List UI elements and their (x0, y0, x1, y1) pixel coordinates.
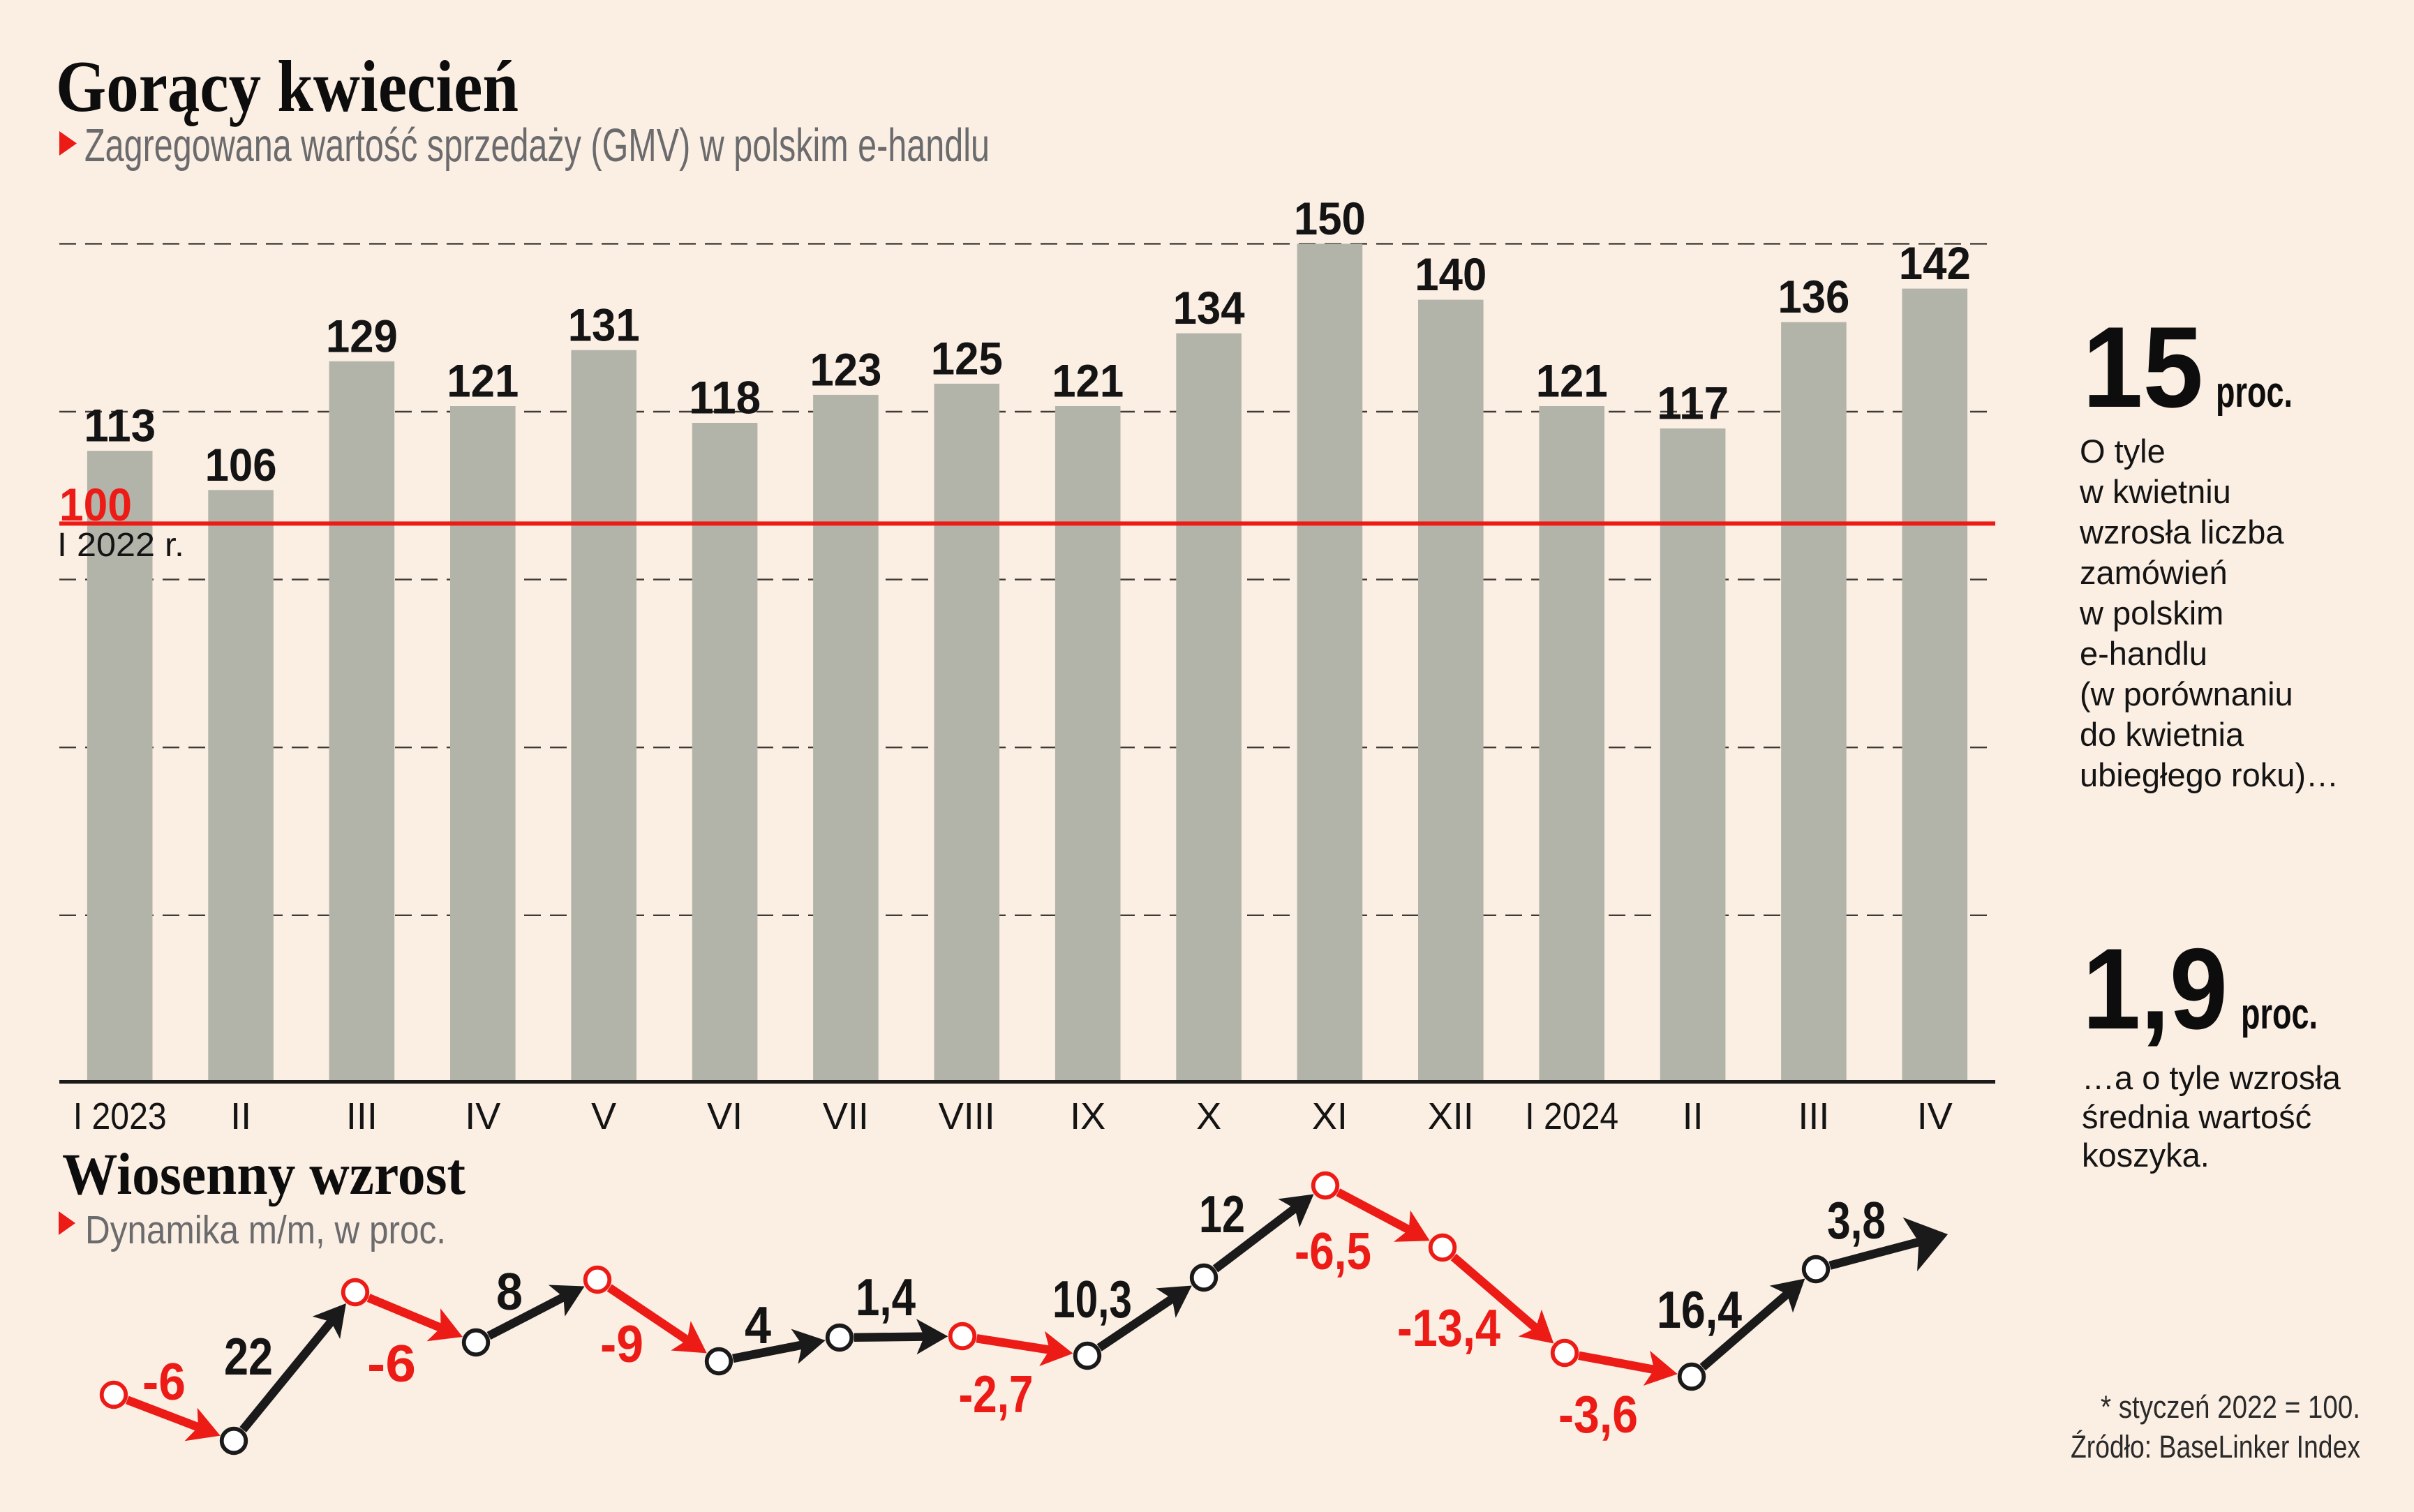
svg-text:Wiosenny wzrost: Wiosenny wzrost (62, 1142, 465, 1207)
svg-text:…a o tyle wzrosła: …a o tyle wzrosła (2082, 1059, 2341, 1096)
svg-text:142: 142 (1899, 237, 1971, 289)
svg-text:3,8: 3,8 (1827, 1191, 1886, 1250)
svg-text:136: 136 (1778, 271, 1849, 322)
svg-text:koszyka.: koszyka. (2082, 1137, 2210, 1174)
svg-text:12: 12 (1199, 1185, 1245, 1243)
svg-text:e-handlu: e-handlu (2080, 635, 2207, 672)
svg-text:X: X (1196, 1095, 1221, 1137)
svg-text:113: 113 (84, 400, 156, 451)
svg-text:100: 100 (59, 479, 132, 530)
svg-text:ubiegłego roku)…: ubiegłego roku)… (2080, 756, 2339, 793)
svg-text:121: 121 (1536, 355, 1608, 407)
svg-text:22: 22 (224, 1327, 273, 1386)
svg-text:I 2022 r.: I 2022 r. (57, 527, 184, 564)
svg-text:średnia wartość: średnia wartość (2082, 1098, 2311, 1135)
svg-text:118: 118 (689, 372, 761, 424)
svg-text:VIII: VIII (939, 1095, 995, 1137)
svg-text:125: 125 (931, 332, 1003, 384)
svg-text:do kwietnia: do kwietnia (2080, 716, 2244, 753)
svg-text:-3,6: -3,6 (1558, 1385, 1638, 1444)
svg-text:117: 117 (1657, 377, 1729, 429)
svg-text:10,3: 10,3 (1052, 1270, 1132, 1328)
svg-text:-6: -6 (367, 1334, 416, 1393)
svg-text:w kwietniu: w kwietniu (2079, 473, 2231, 510)
svg-text:III: III (346, 1095, 378, 1137)
svg-text:proc.: proc. (2241, 990, 2318, 1038)
svg-text:121: 121 (1052, 355, 1124, 407)
svg-text:(w porównaniu: (w porównaniu (2080, 675, 2293, 712)
svg-text:O tyle: O tyle (2080, 433, 2166, 470)
svg-text:* styczeń 2022 = 100.: * styczeń 2022 = 100. (2101, 1389, 2360, 1425)
svg-text:wzrosła liczba: wzrosła liczba (2079, 514, 2284, 551)
svg-text:Dynamika m/m, w proc.: Dynamika m/m, w proc. (85, 1208, 446, 1252)
svg-text:IV: IV (465, 1095, 500, 1137)
svg-text:zamówień: zamówień (2080, 554, 2228, 591)
svg-text:-9: -9 (600, 1315, 643, 1373)
svg-text:IX: IX (1070, 1095, 1105, 1137)
svg-text:123: 123 (810, 343, 881, 395)
svg-text:II: II (230, 1095, 251, 1137)
svg-text:1,4: 1,4 (856, 1268, 916, 1326)
svg-text:XI: XI (1312, 1095, 1348, 1137)
svg-text:VII: VII (823, 1095, 869, 1137)
svg-text:VI: VI (707, 1095, 743, 1137)
svg-text:16,4: 16,4 (1657, 1280, 1742, 1339)
svg-text:proc.: proc. (2216, 368, 2293, 417)
svg-text:IV: IV (1917, 1095, 1953, 1137)
svg-text:-6: -6 (142, 1352, 186, 1411)
svg-text:131: 131 (568, 299, 640, 350)
svg-text:Gorący kwiecień: Gorący kwiecień (56, 45, 519, 127)
svg-text:106: 106 (205, 439, 277, 491)
svg-text:III: III (1798, 1095, 1829, 1137)
svg-text:4: 4 (745, 1296, 771, 1354)
svg-text:I 2024: I 2024 (1525, 1095, 1618, 1137)
svg-text:XII: XII (1428, 1095, 1474, 1137)
svg-text:134: 134 (1173, 282, 1245, 334)
svg-text:8: 8 (496, 1262, 523, 1321)
svg-text:1,9: 1,9 (2083, 925, 2228, 1053)
svg-text:121: 121 (447, 355, 519, 407)
svg-text:-13,4: -13,4 (1397, 1298, 1500, 1357)
svg-text:I 2023: I 2023 (73, 1095, 167, 1137)
svg-text:Zagregowana wartość sprzedaży: Zagregowana wartość sprzedaży (GMV) w po… (84, 119, 990, 172)
svg-text:V: V (591, 1095, 616, 1137)
svg-text:129: 129 (326, 310, 398, 361)
svg-text:-6,5: -6,5 (1295, 1222, 1371, 1280)
svg-text:150: 150 (1294, 193, 1366, 244)
svg-text:II: II (1683, 1095, 1704, 1137)
svg-text:w polskim: w polskim (2079, 594, 2223, 631)
svg-text:-2,7: -2,7 (959, 1365, 1034, 1423)
svg-text:140: 140 (1415, 248, 1487, 300)
svg-text:Źródło: BaseLinker Index: Źródło: BaseLinker Index (2071, 1429, 2360, 1465)
svg-text:15: 15 (2083, 303, 2203, 431)
